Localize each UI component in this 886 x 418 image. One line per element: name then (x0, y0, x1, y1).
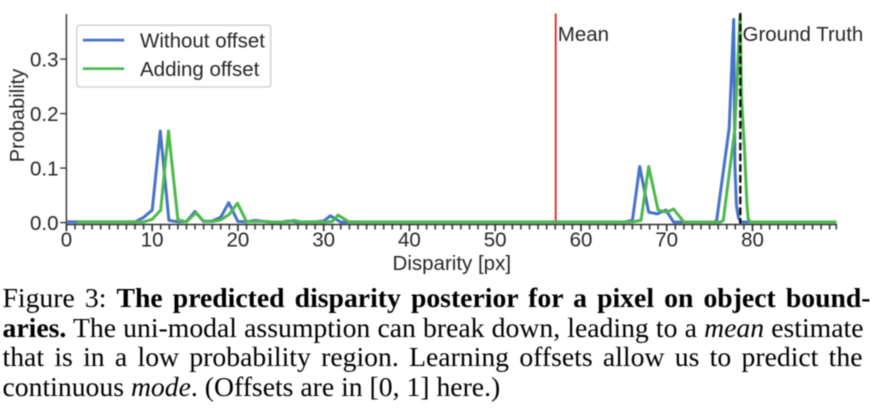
svg-text:0: 0 (61, 228, 72, 251)
svg-text:Without offset: Without offset (140, 30, 265, 53)
svg-text:60: 60 (570, 228, 593, 251)
svg-text:0.3: 0.3 (30, 49, 59, 72)
svg-text:Adding offset: Adding offset (140, 58, 260, 81)
svg-text:Probability: Probability (7, 69, 29, 162)
svg-text:70: 70 (655, 228, 678, 251)
svg-text:30: 30 (312, 228, 335, 251)
svg-text:Mean: Mean (558, 23, 609, 46)
svg-text:40: 40 (398, 228, 421, 251)
svg-text:0.2: 0.2 (30, 103, 59, 126)
svg-text:0.0: 0.0 (30, 212, 59, 235)
svg-text:50: 50 (484, 228, 507, 251)
svg-text:80: 80 (741, 228, 764, 251)
svg-text:10: 10 (141, 228, 164, 251)
svg-text:0.1: 0.1 (30, 158, 59, 181)
svg-text:Disparity [px]: Disparity [px] (393, 252, 511, 275)
svg-text:20: 20 (226, 228, 249, 251)
svg-text:Ground Truth: Ground Truth (743, 23, 864, 46)
